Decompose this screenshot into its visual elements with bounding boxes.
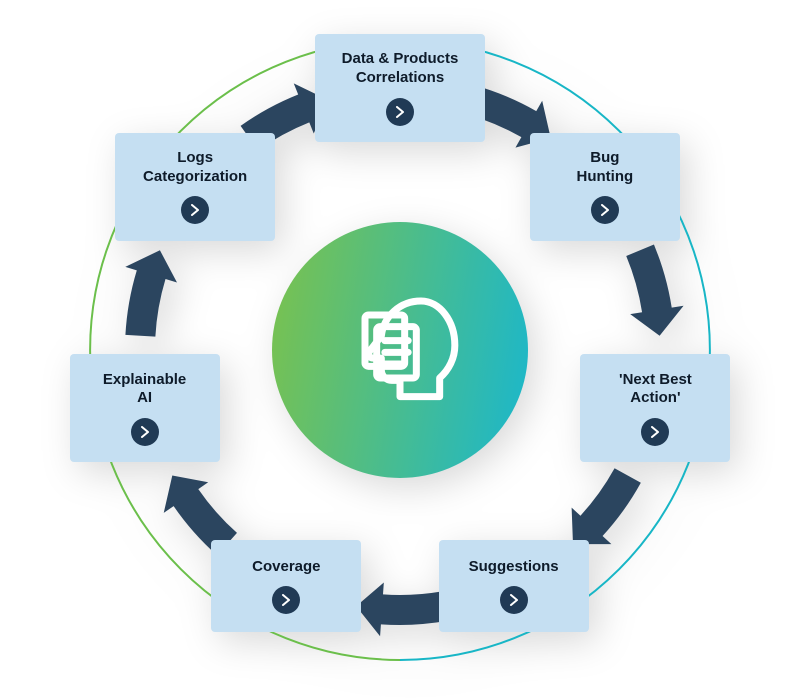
node-card-logs-cat: Logs Categorization: [115, 133, 275, 241]
node-label: Suggestions: [469, 558, 559, 577]
expand-button[interactable]: [591, 196, 619, 224]
node-card-coverage: Coverage: [211, 540, 361, 632]
node-label: Coverage: [252, 558, 320, 577]
expand-button[interactable]: [386, 98, 414, 126]
expand-button[interactable]: [131, 418, 159, 446]
chevron-right-icon: [394, 106, 406, 118]
node-label: Data & Products Correlations: [342, 50, 459, 88]
node-card-bug-hunting: Bug Hunting: [530, 133, 680, 241]
node-label: 'Next Best Action': [619, 371, 692, 409]
chevron-right-icon: [599, 204, 611, 216]
node-card-suggestions: Suggestions: [439, 540, 589, 632]
expand-button[interactable]: [181, 196, 209, 224]
chevron-right-icon: [508, 594, 520, 606]
expand-button[interactable]: [500, 586, 528, 614]
node-card-explainable-ai: Explainable AI: [70, 354, 220, 462]
chevron-right-icon: [139, 426, 151, 438]
chevron-right-icon: [649, 426, 661, 438]
node-label: Logs Categorization: [143, 149, 247, 187]
expand-button[interactable]: [272, 586, 300, 614]
node-card-next-best: 'Next Best Action': [580, 354, 730, 462]
cycle-diagram: Data & Products Correlations Bug Hunting…: [0, 0, 800, 700]
node-label: Bug Hunting: [577, 149, 634, 187]
head-document-icon: [330, 280, 470, 420]
expand-button[interactable]: [641, 418, 669, 446]
node-card-data-products: Data & Products Correlations: [315, 34, 485, 142]
chevron-right-icon: [189, 204, 201, 216]
node-label: Explainable AI: [103, 371, 186, 409]
chevron-right-icon: [280, 594, 292, 606]
